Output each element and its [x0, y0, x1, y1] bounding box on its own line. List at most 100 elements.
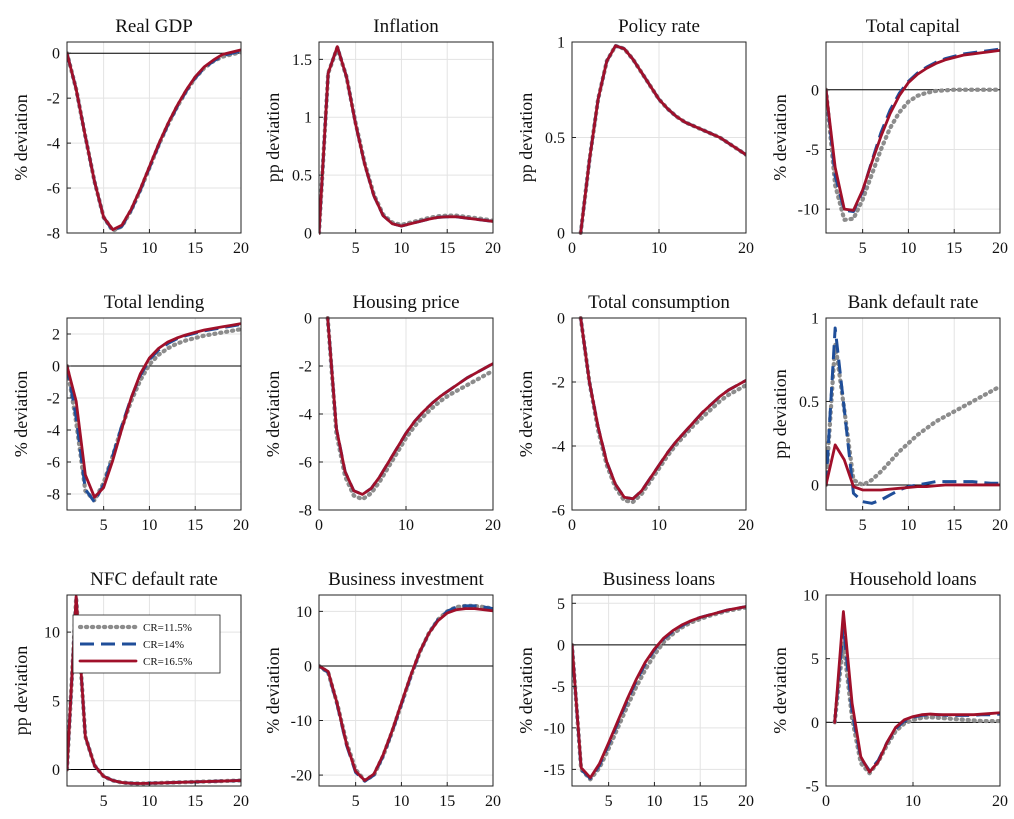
series-group	[578, 316, 746, 505]
y-tick-label: -10	[798, 202, 819, 219]
y-axis-label: pp deviation	[516, 93, 536, 182]
x-tick-label: 20	[233, 793, 249, 810]
y-tick-label: 2	[52, 327, 60, 344]
plot-area	[67, 42, 241, 233]
series-group	[67, 594, 241, 786]
y-tick-label: -5	[806, 779, 819, 796]
series-line-cr-16-5	[67, 322, 241, 499]
x-tick-label: 10	[393, 793, 409, 810]
y-tick-label: 0	[304, 226, 312, 243]
x-tick-label: 20	[992, 517, 1008, 534]
x-tick-label: 20	[485, 517, 501, 534]
panel-total-capital: 5 10 15 20 -10 -5 0 Total capital % deviation	[770, 16, 1008, 257]
series-group	[319, 45, 493, 235]
y-axis-label: % deviation	[770, 94, 790, 180]
y-tick-label: -10	[544, 720, 565, 737]
panel-title: Housing price	[352, 292, 459, 313]
y-axis-label: % deviation	[11, 371, 31, 457]
x-tick-label: 20	[738, 793, 754, 810]
series-line-cr-11-5	[826, 87, 1000, 222]
x-tick-label: 20	[485, 240, 501, 257]
x-tick-label: 20	[992, 793, 1008, 810]
y-tick-label: -5	[552, 679, 565, 696]
x-tick-label: 15	[946, 517, 962, 534]
series-line-cr-16-5	[319, 45, 493, 235]
series-group	[578, 43, 746, 235]
x-tick-label: 20	[233, 240, 249, 257]
x-tick-label: 15	[187, 517, 203, 534]
y-tick-label: -2	[299, 359, 312, 376]
y-axis-label: % deviation	[11, 94, 31, 180]
y-tick-label: -8	[47, 226, 60, 243]
panel-title: Business investment	[328, 569, 484, 590]
series-group	[826, 47, 1000, 222]
y-tick-label: -4	[47, 136, 60, 153]
series-line-cr-16-5	[319, 607, 493, 782]
y-tick-label: 1	[811, 311, 819, 328]
panel-title: Household loans	[849, 569, 976, 590]
y-tick-label: -4	[299, 407, 312, 424]
x-tick-label: 5	[100, 517, 108, 534]
x-tick-label: 0	[315, 517, 323, 534]
y-tick-label: -6	[47, 181, 60, 198]
panel-title: Inflation	[373, 16, 439, 37]
y-axis-label: % deviation	[516, 647, 536, 733]
plot-area	[572, 595, 746, 786]
x-tick-label: 20	[738, 240, 754, 257]
y-tick-label: -5	[806, 142, 819, 159]
y-tick-label: 0	[811, 715, 819, 732]
panel-title: Total lending	[104, 292, 205, 313]
y-tick-label: 0	[52, 359, 60, 376]
y-tick-label: -4	[552, 439, 565, 456]
y-tick-label: -6	[47, 455, 60, 472]
panel-policy-rate: 0 10 20 0 0.5 1 Policy rate pp deviation	[516, 16, 754, 257]
axes-box	[66, 41, 242, 234]
plot-area	[67, 318, 241, 510]
panel-title: Real GDP	[115, 16, 193, 37]
y-axis-label: % deviation	[263, 371, 283, 457]
y-tick-label: 1	[557, 35, 565, 52]
panel-real-gdp: 5 10 15 20 -8 -6 -4 -2 0 Real GDP % deviation	[11, 16, 249, 257]
series-line-cr-16-5	[826, 48, 1000, 212]
legend-label: CR=11.5%	[143, 622, 192, 634]
axes-box	[318, 41, 494, 234]
x-tick-label: 0	[568, 517, 576, 534]
x-tick-label: 0	[568, 240, 576, 257]
y-axis-label: pp deviation	[263, 93, 283, 182]
x-tick-label: 10	[141, 793, 157, 810]
panel-inflation: 5 10 15 20 0 0.5 1 1.5 Inflation pp deviation	[263, 16, 501, 257]
y-tick-label: 5	[52, 693, 60, 710]
series-line-cr-16-5	[579, 44, 746, 235]
axes-box	[825, 41, 1001, 234]
panel-business-investment: 5 10 15 20 -20 -10 0 10 Business investment % dev…	[263, 569, 501, 810]
series-line-cr-16-5	[833, 610, 1000, 774]
x-tick-label: 5	[100, 240, 108, 257]
series-group	[572, 605, 746, 782]
x-tick-label: 0	[822, 793, 830, 810]
series-line-cr-16-5	[826, 443, 1000, 492]
axes-box	[825, 317, 1001, 511]
x-tick-label: 10	[141, 240, 157, 257]
x-tick-label: 15	[187, 793, 203, 810]
x-tick-label: 10	[900, 517, 916, 534]
x-tick-label: 5	[859, 517, 867, 534]
y-axis-label: pp deviation	[11, 646, 31, 735]
y-tick-label: 0	[304, 311, 312, 328]
series-line-cr-16-5	[67, 48, 241, 232]
panel-housing-price: 0 10 20 -8 -6 -4 -2 0 Housing price % deviation	[263, 292, 501, 534]
panel-title: Total capital	[866, 16, 960, 37]
series-group	[325, 316, 493, 502]
x-tick-label: 5	[100, 793, 108, 810]
x-tick-label: 15	[439, 793, 455, 810]
x-tick-label: 10	[646, 793, 662, 810]
y-axis-label: % deviation	[516, 371, 536, 457]
y-tick-label: 5	[811, 651, 819, 668]
panel-bank-default-rate: 5 10 15 20 0 0.5 1 Bank default rate pp deviatio…	[770, 292, 1008, 534]
x-tick-label: 5	[352, 240, 360, 257]
y-tick-label: -2	[47, 391, 60, 408]
x-tick-label: 5	[859, 240, 867, 257]
y-tick-label: 10	[296, 604, 312, 621]
panel-business-loans: 5 10 15 20 -15 -10 -5 0 5 Business loans % deviati…	[516, 569, 754, 810]
